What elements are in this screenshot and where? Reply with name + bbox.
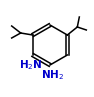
Text: H$_2$N: H$_2$N: [19, 58, 42, 72]
Text: NH$_2$: NH$_2$: [41, 68, 65, 82]
